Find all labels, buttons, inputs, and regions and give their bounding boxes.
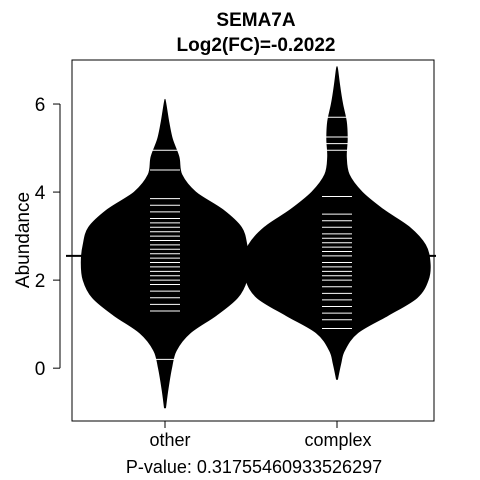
- y-tick-label: 4: [35, 183, 46, 204]
- chart-title: SEMA7A: [216, 10, 295, 31]
- x-tick-label: other: [149, 430, 190, 450]
- violin-complex: [243, 66, 431, 380]
- y-tick-label: 2: [35, 271, 46, 292]
- x-tick-label: complex: [304, 430, 371, 450]
- chart-subtitle: Log2(FC)=-0.2022: [177, 35, 336, 56]
- y-tick-label: 0: [35, 359, 46, 380]
- y-axis-label: Abundance: [13, 192, 34, 288]
- plot-area: [66, 66, 436, 409]
- y-tick-label: 6: [35, 95, 46, 116]
- x-axis-label: P-value: 0.31755460933526297: [126, 457, 382, 477]
- y-axis: 0 2 4 6: [35, 95, 61, 380]
- x-axis: other complex: [149, 420, 372, 450]
